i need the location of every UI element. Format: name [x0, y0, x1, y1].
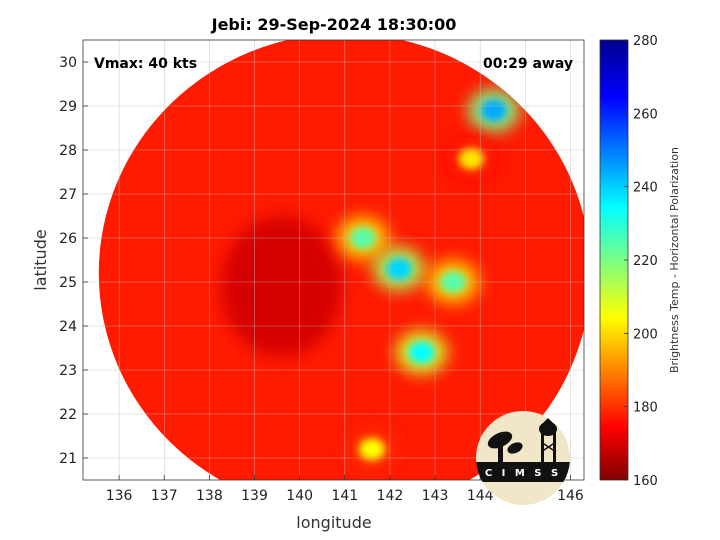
feature-5	[395, 330, 448, 375]
colorbar-tick-label: 260	[633, 107, 658, 122]
dish-icon	[487, 431, 513, 449]
colorbar-label: Brightness Temp - Horizontal Polarizatio…	[668, 147, 681, 373]
colorbar-tick-label: 280	[633, 34, 658, 49]
x-tick-label: 136	[106, 488, 133, 504]
x-tick-label: 138	[196, 488, 223, 504]
y-tick-label: 29	[59, 99, 77, 115]
eye-region	[221, 216, 342, 357]
feature-6	[345, 427, 398, 472]
x-tick-label: 146	[557, 488, 584, 504]
y-tick-label: 23	[59, 363, 77, 379]
y-axis-ticks: 21 22 23 24 25 26 27 28 29 30	[59, 55, 88, 467]
feature-3	[372, 246, 425, 291]
y-axis-label: latitude	[31, 229, 50, 290]
colorbar-tick-label: 180	[633, 401, 658, 416]
grid	[83, 40, 584, 480]
colorbar-tick-label: 200	[633, 327, 658, 342]
plot-frame	[82, 39, 585, 481]
feature-0	[467, 88, 520, 133]
y-tick-label: 26	[59, 231, 77, 247]
y-tick-label: 24	[59, 319, 77, 335]
x-tick-label: 144	[467, 488, 494, 504]
y-tick-label: 22	[59, 407, 77, 423]
x-tick-label: 137	[151, 488, 178, 504]
feature-1	[445, 136, 498, 181]
colorbar-ticks: 160 180 200 220 240 260 280	[624, 34, 658, 489]
colorbar	[599, 39, 629, 481]
colorbar-tick-label: 220	[633, 254, 658, 269]
x-tick-label: 141	[331, 488, 358, 504]
x-tick-label: 139	[241, 488, 268, 504]
x-tick-label: 140	[286, 488, 313, 504]
colorbar-tick-label: 240	[633, 181, 658, 196]
colorbar-tick-label: 160	[633, 474, 658, 489]
chart-title: Jebi: 29-Sep-2024 18:30:00	[211, 15, 457, 34]
y-tick-label: 25	[59, 275, 77, 291]
vmax-annotation: Vmax: 40 kts	[94, 56, 197, 72]
y-tick-label: 30	[59, 55, 77, 71]
x-axis-label: longitude	[296, 513, 371, 532]
logo-text: C I M S S	[485, 468, 561, 479]
y-tick-label: 27	[59, 187, 77, 203]
time-away-annotation: 00:29 away	[483, 56, 573, 72]
y-tick-label: 21	[59, 451, 77, 467]
x-tick-label: 142	[377, 488, 404, 504]
y-tick-label: 28	[59, 143, 77, 159]
x-tick-label: 143	[422, 488, 449, 504]
cimss-logo: C I M S S	[476, 411, 570, 505]
